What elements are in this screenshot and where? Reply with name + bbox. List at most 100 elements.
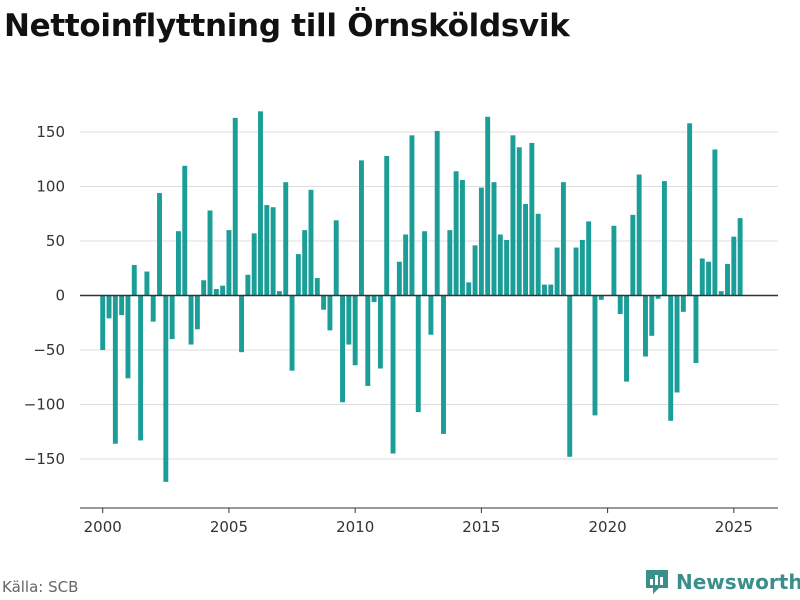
bar: 2014 Q4: 46	[472, 245, 478, 296]
bar: 2019 Q4: -4	[598, 295, 604, 300]
bar: 2003 Q3: -45	[188, 295, 194, 345]
bar: 2002 Q4: -40	[169, 295, 175, 340]
x-tick-label: 2020	[589, 518, 627, 536]
bar: 2011 Q1: -67	[377, 295, 383, 369]
x-tick-label: 2000	[84, 518, 122, 536]
bar: 2005 Q4: 19	[245, 274, 251, 296]
bar: 2000 Q3: -136	[112, 295, 118, 444]
bar: 2019 Q2: 68	[586, 221, 592, 296]
bar: 2010 Q3: -83	[365, 295, 371, 386]
bar: 2013 Q2: 151	[434, 130, 440, 296]
bar: 2014 Q3: 12	[466, 282, 472, 296]
bar: 2015 Q3: 104	[491, 182, 497, 296]
bar: 2001 Q3: -133	[138, 295, 144, 441]
x-tick-label: 2015	[462, 518, 500, 536]
bar: 2024 Q1: 31	[706, 261, 712, 296]
bar: 2019 Q1: 51	[579, 239, 585, 296]
bar: 2009 Q4: -45	[346, 295, 352, 345]
bar: 2023 Q3: -62	[693, 295, 699, 364]
bar: 2018 Q2: 104	[560, 182, 566, 296]
bar: 2017 Q2: 75	[535, 213, 541, 296]
y-tick-label: 100	[36, 178, 65, 196]
bar: 2021 Q2: 111	[636, 174, 642, 296]
bar: 2004 Q3: 6	[213, 288, 219, 296]
bar: 2001 Q1: -76	[125, 295, 131, 379]
bar: 2023 Q1: -15	[680, 295, 686, 312]
y-tick-labels: 150 100 50 0 −50 −100 −150	[24, 123, 65, 468]
bar: 2006 Q3: 83	[264, 205, 270, 296]
bar: 2010 Q2: 124	[359, 160, 364, 296]
bar: 2011 Q4: 31	[396, 261, 402, 296]
brand-name: Newsworthy	[676, 570, 800, 594]
x-tick-labels: 2000 2005 2010 2015 2020 2025	[84, 518, 753, 536]
bar: 2011 Q2: 128	[384, 156, 390, 296]
bar: 2023 Q4: 34	[699, 258, 705, 296]
bar: 2004 Q1: 14	[201, 280, 207, 296]
bar: 2020 Q3: -17	[617, 295, 623, 315]
bar: 2013 Q3: -127	[441, 295, 446, 434]
bar: 2022 Q3: -115	[668, 295, 674, 421]
bar: 2017 Q3: 10	[542, 284, 547, 296]
y-tick-label: 150	[36, 123, 65, 141]
bar: 2014 Q1: 114	[453, 171, 459, 296]
y-tick-label: −100	[24, 395, 65, 413]
bar: 2009 Q1: -32	[327, 295, 333, 331]
bar: 2007 Q4: 38	[295, 254, 301, 296]
bar: 2016 Q4: 84	[523, 203, 529, 296]
bar: 2002 Q1: -24	[150, 295, 156, 322]
bar: 2004 Q4: 9	[220, 285, 226, 296]
bar: 2022 Q4: -89	[674, 295, 680, 393]
bar: 2003 Q2: 119	[182, 165, 188, 296]
x-tick-label: 2025	[715, 518, 753, 536]
bar: 2009 Q2: 69	[333, 220, 339, 296]
bar: 2008 Q2: 97	[308, 189, 314, 296]
bar: 2010 Q1: -64	[352, 295, 358, 366]
y-tick-label: 50	[46, 232, 65, 250]
x-tick-label: 2005	[210, 518, 248, 536]
bar: 2000 Q1: -50	[100, 295, 106, 350]
bar: 2017 Q4: 10	[548, 284, 554, 296]
bar: 2001 Q4: 22	[144, 271, 150, 296]
bar: 2005 Q3: -52	[239, 295, 245, 353]
chart-title: Nettoinflyttning till Örnsköldsvik	[4, 8, 570, 44]
bar: 2007 Q2: 104	[283, 182, 289, 296]
bar: 2020 Q2: 64	[611, 225, 617, 296]
bar: 2002 Q2: 94	[157, 193, 162, 296]
bar: 2000 Q4: -18	[119, 295, 125, 316]
y-tick-label: 0	[55, 287, 65, 305]
bar: 2010 Q4: -6	[371, 295, 377, 303]
y-tick-label: −50	[33, 341, 65, 359]
bar: 2019 Q3: -110	[592, 295, 598, 416]
bar: 2002 Q3: -171	[163, 295, 169, 482]
bar: 2008 Q4: -13	[321, 295, 327, 310]
bar: 2018 Q4: 44	[573, 247, 579, 296]
source-note: Källa: SCB	[2, 578, 79, 596]
bar: 2016 Q3: 136	[516, 147, 522, 296]
bar: 2012 Q1: 56	[403, 234, 409, 296]
axes	[80, 294, 778, 513]
bar: 2012 Q4: 59	[422, 231, 428, 296]
bar: 2021 Q3: -56	[643, 295, 648, 357]
bar: 2005 Q1: 60	[226, 230, 232, 296]
bar: 2006 Q1: 57	[251, 233, 257, 296]
bar: 2022 Q1: -3	[655, 295, 661, 299]
bar: 2020 Q4: -79	[624, 295, 629, 382]
bar: 2025 Q2: 71	[737, 218, 743, 296]
bar: 2008 Q1: 60	[302, 230, 308, 296]
bar: 2016 Q2: 147	[510, 135, 516, 296]
y-tick-label: −150	[24, 450, 65, 468]
x-tick-label: 2010	[336, 518, 374, 536]
bar: 2011 Q3: -145	[390, 295, 396, 454]
bar: 2014 Q2: 106	[459, 179, 465, 296]
bar: 2009 Q3: -98	[340, 295, 345, 403]
bar: 2007 Q3: -69	[289, 295, 295, 371]
bar: 2003 Q4: -31	[194, 295, 200, 330]
bar: 2021 Q4: -37	[649, 295, 655, 336]
bar: 2015 Q2: 164	[485, 116, 491, 296]
bar: 2022 Q2: 105	[661, 181, 667, 296]
bar: 2000 Q2: -21	[106, 295, 112, 319]
bar: 2004 Q2: 78	[207, 210, 213, 296]
grid-lines	[80, 131, 778, 460]
